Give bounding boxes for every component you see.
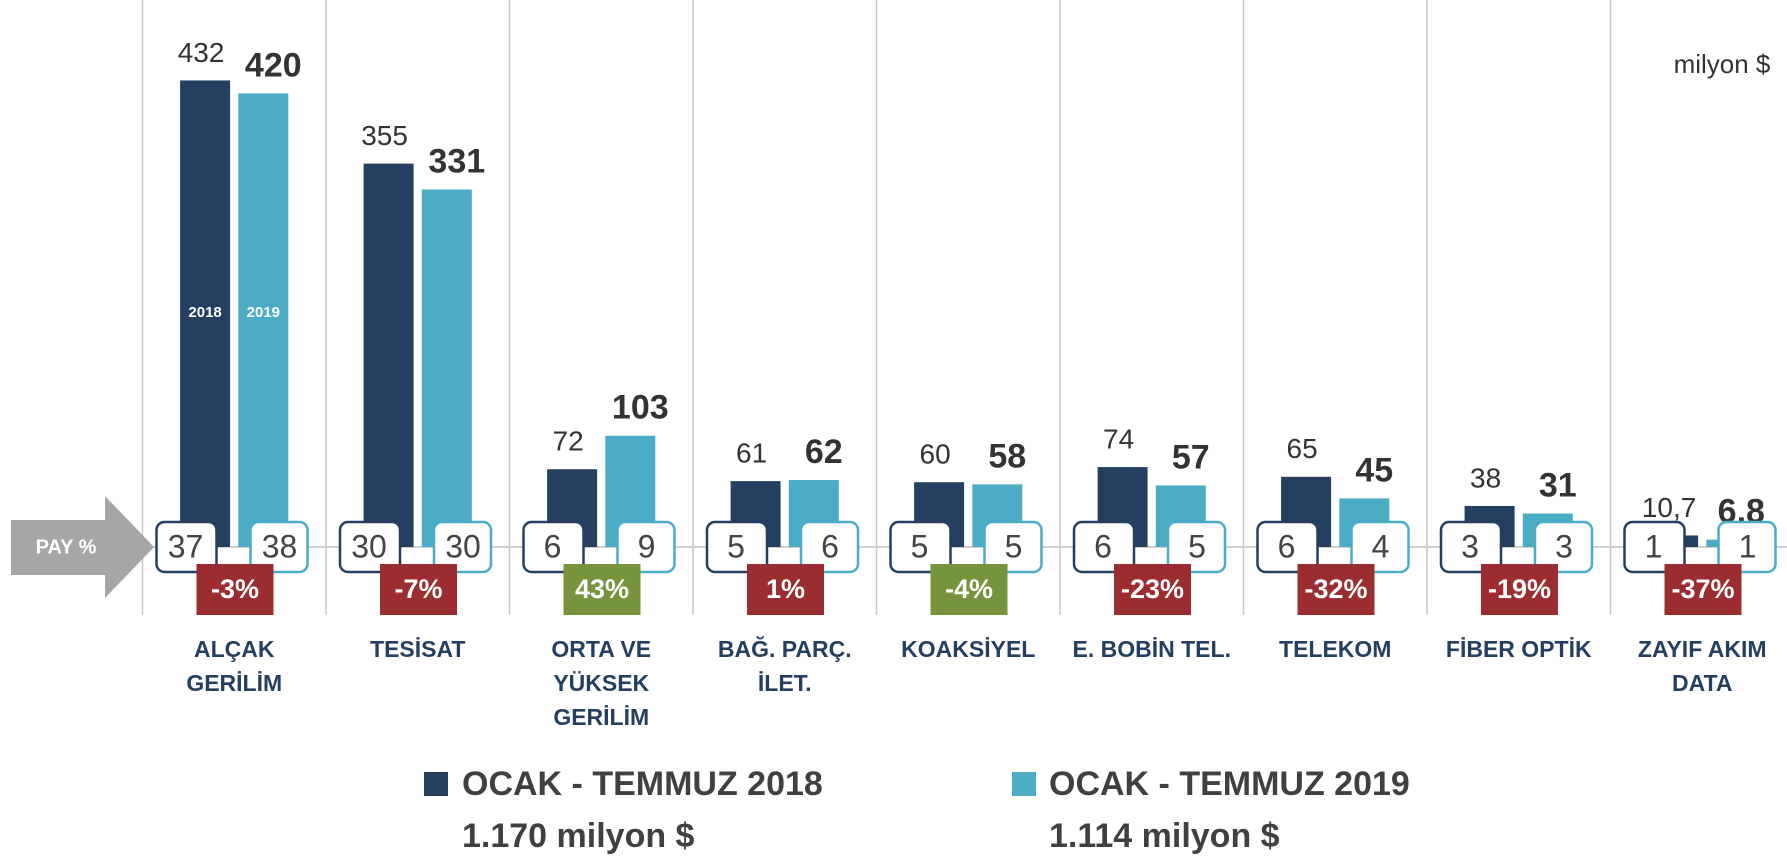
legend-swatch [424, 772, 448, 796]
bar [363, 163, 414, 547]
bar [180, 80, 231, 547]
value-label: 38 [1470, 462, 1501, 493]
value-label: 62 [805, 433, 843, 471]
share-value: 1 [1739, 528, 1757, 564]
legend-total: 1.114 milyon $ [1049, 817, 1280, 855]
category-label: ORTA VE YÜKSEK GERİLİM [551, 636, 652, 730]
share-value: 5 [727, 528, 745, 564]
share-box [983, 520, 1043, 574]
share-box [705, 520, 769, 574]
share-box [155, 520, 218, 574]
share-value: 4 [1372, 528, 1390, 564]
category-label: ALÇAK GERİLİM [186, 636, 283, 696]
share-box [1256, 520, 1319, 574]
share-value: 38 [262, 528, 298, 564]
share-value: 6 [1278, 528, 1296, 564]
value-label: 420 [245, 46, 302, 84]
value-label: 331 [428, 143, 485, 181]
value-label: 60 [920, 439, 951, 470]
share-value: 5 [1005, 528, 1023, 564]
change-label: -3% [211, 574, 259, 604]
value-label: 432 [178, 37, 225, 68]
share-value: 9 [638, 528, 656, 564]
bar [238, 93, 289, 548]
value-label: 65 [1287, 433, 1318, 464]
value-label: 58 [988, 437, 1026, 475]
share-value: 3 [1461, 528, 1479, 564]
change-label: -19% [1488, 574, 1551, 604]
value-label: 74 [1103, 423, 1134, 454]
value-label: 355 [361, 120, 408, 151]
category-label: E. BOBİN TEL. [1072, 636, 1231, 662]
category-label: TELEKOM [1279, 636, 1392, 662]
value-label: 57 [1172, 438, 1210, 476]
share-box [1072, 520, 1136, 574]
category-label: FİBER OPTİK [1445, 636, 1592, 662]
change-label: -32% [1304, 574, 1367, 604]
change-badge [196, 564, 274, 615]
share-value: 5 [911, 528, 929, 564]
share-box [1166, 520, 1227, 574]
value-label: 61 [736, 438, 767, 469]
share-box [1350, 520, 1410, 574]
category-label: KOAKSİYEL [901, 636, 1036, 662]
share-box [249, 520, 309, 574]
share-box [1717, 520, 1777, 574]
change-badge [747, 564, 824, 615]
change-label: -37% [1671, 574, 1734, 604]
change-badge [1114, 564, 1191, 615]
unit-label: milyon $ [1674, 49, 1771, 79]
share-box [522, 520, 585, 574]
share-value: 30 [445, 528, 481, 564]
legend-swatch [1012, 772, 1036, 796]
share-value: 6 [544, 528, 562, 564]
change-badge [563, 564, 641, 615]
share-box [799, 520, 860, 574]
share-box [338, 520, 402, 574]
share-value: 37 [168, 528, 204, 564]
category-label: BAĞ. PARÇ. İLET. [717, 636, 852, 696]
share-box [1623, 520, 1686, 574]
change-badge [380, 564, 457, 615]
share-box [1533, 520, 1594, 574]
change-label: 1% [766, 574, 805, 604]
value-label: 45 [1355, 451, 1393, 489]
legend-label: OCAK - TEMMUZ 2019 [1049, 765, 1410, 803]
legend-label: OCAK - TEMMUZ 2018 [462, 765, 823, 803]
share-label: PAY % [36, 536, 97, 558]
share-value: 30 [351, 528, 387, 564]
change-badge [930, 564, 1008, 615]
share-value: 6 [1094, 528, 1112, 564]
value-label: 72 [553, 426, 584, 457]
change-badge [1664, 564, 1742, 615]
category-label: ZAYIF AKIM DATA [1637, 636, 1767, 696]
bar [421, 189, 472, 547]
share-value: 3 [1555, 528, 1573, 564]
legend-total: 1.170 milyon $ [462, 817, 695, 855]
share-box [1439, 520, 1503, 574]
share-arrow [11, 496, 154, 598]
change-label: -23% [1121, 574, 1184, 604]
share-box [616, 520, 676, 574]
value-label: 31 [1539, 467, 1577, 505]
category-label: TESİSAT [370, 636, 466, 662]
share-value: 6 [821, 528, 839, 564]
share-value: 5 [1188, 528, 1206, 564]
share-box [432, 520, 493, 574]
value-label: 103 [612, 389, 669, 427]
bar-year-label: 2018 [188, 304, 221, 321]
value-label: 10,7 [1642, 492, 1697, 523]
change-label: 43% [575, 574, 629, 604]
share-value: 1 [1645, 528, 1663, 564]
change-badge [1481, 564, 1558, 615]
change-label: -7% [394, 574, 442, 604]
change-label: -4% [945, 574, 993, 604]
share-box [889, 520, 952, 574]
bar-year-label: 2019 [247, 304, 280, 321]
change-badge [1297, 564, 1375, 615]
